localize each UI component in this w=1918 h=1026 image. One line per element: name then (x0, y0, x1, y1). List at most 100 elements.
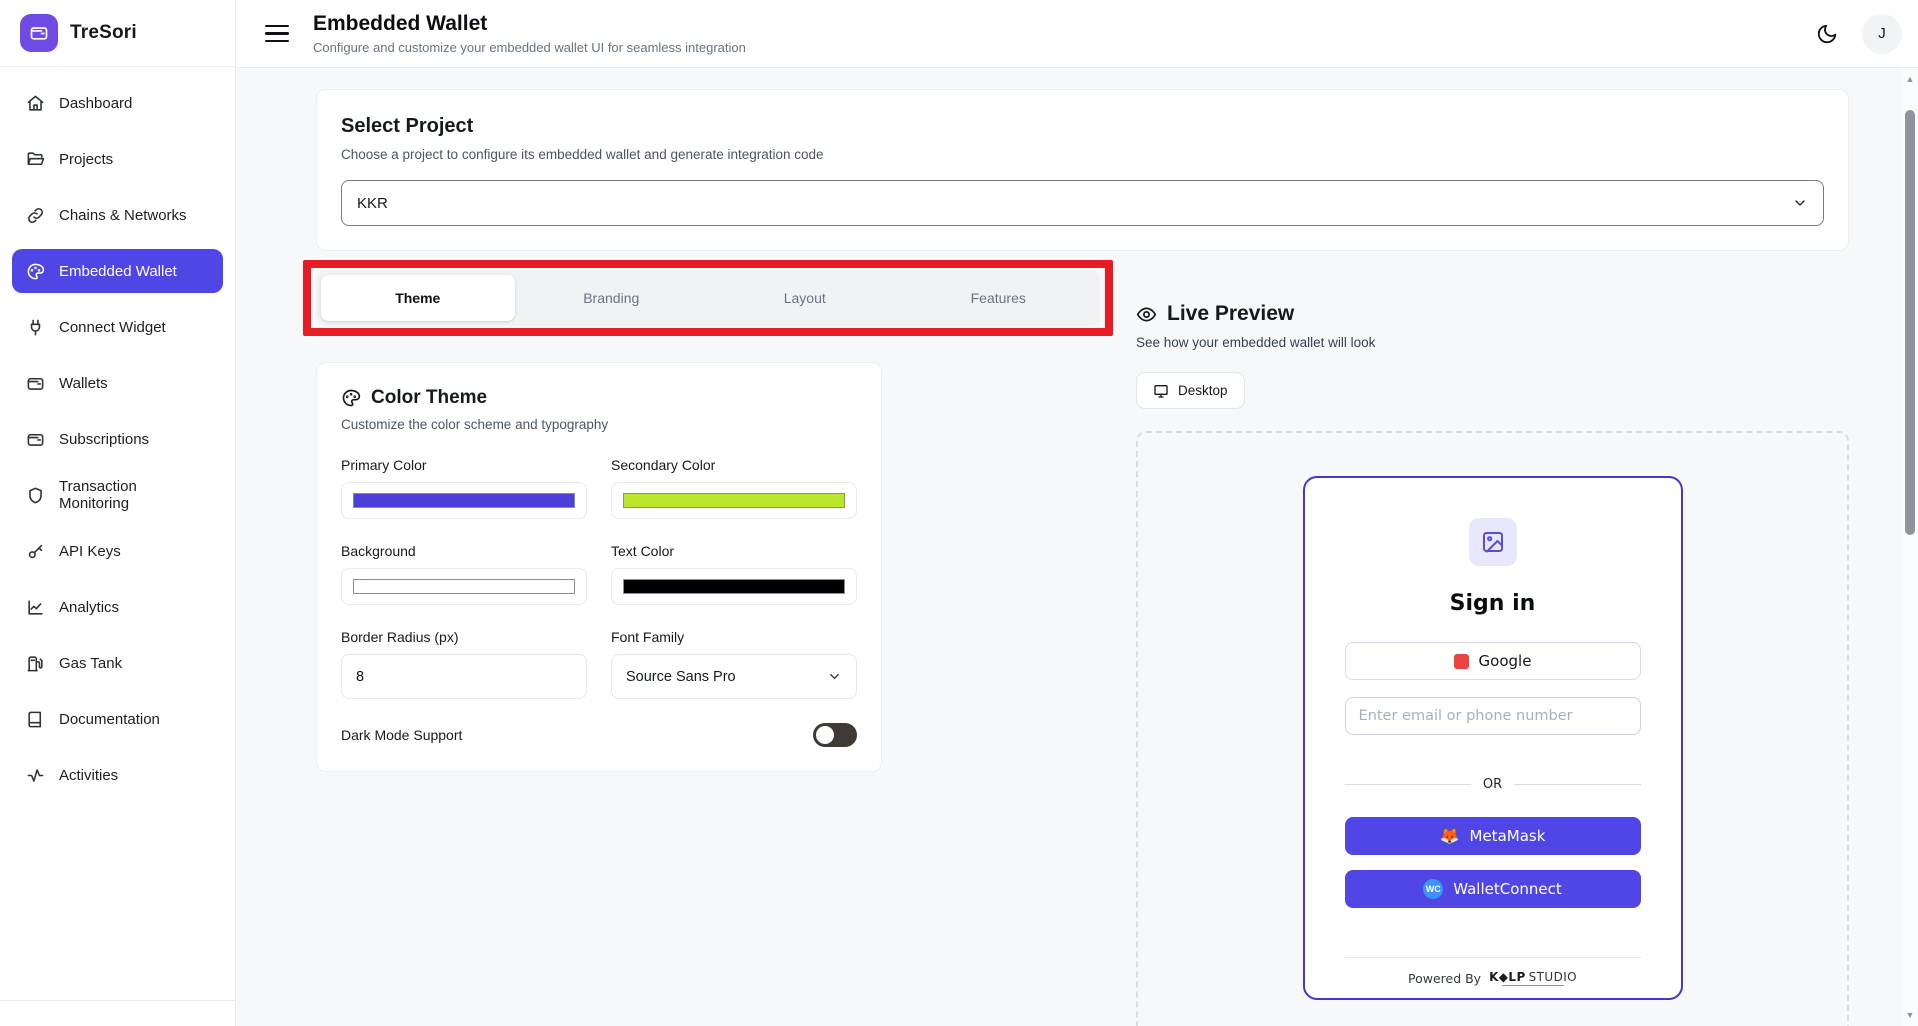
vertical-scrollbar: ▲ ▼ (1902, 68, 1918, 1026)
menu-icon[interactable] (265, 24, 289, 43)
divider-line (1344, 784, 1471, 785)
sidebar-item-label: Documentation (59, 710, 160, 728)
live-preview-title: Live Preview (1167, 302, 1295, 325)
secondary-color-picker[interactable] (611, 482, 857, 519)
tab-layout[interactable]: Layout (708, 275, 902, 321)
config-tabbar: Theme Branding Layout Features (316, 270, 1100, 326)
tab-theme[interactable]: Theme (321, 275, 515, 321)
tabbar-wrap: Theme Branding Layout Features (303, 260, 1113, 336)
divider-line (1514, 784, 1641, 785)
text-color-picker[interactable] (611, 568, 857, 605)
scrollbar-thumb[interactable] (1905, 110, 1915, 535)
sidebar-item-gas-tank[interactable]: Gas Tank (12, 641, 223, 685)
desktop-device-button[interactable]: Desktop (1136, 372, 1245, 409)
secondary-color-swatch (623, 493, 845, 508)
primary-color-label: Primary Color (341, 457, 427, 473)
monitor-icon (1154, 384, 1168, 398)
wallet-logo-icon (20, 14, 58, 52)
sidebar-item-label: Embedded Wallet (59, 262, 177, 280)
palette-icon (342, 389, 361, 407)
page-title-block: Embedded Wallet Configure and customize … (313, 12, 746, 55)
color-theme-title: Color Theme (371, 387, 488, 408)
border-radius-field: Border Radius (px) (341, 629, 587, 699)
theme-fields: Primary Color Secondary Color (341, 457, 857, 699)
text-color-label: Text Color (611, 543, 675, 559)
dark-mode-row: Dark Mode Support (341, 723, 857, 747)
border-radius-input[interactable] (341, 654, 587, 699)
activity-icon (27, 768, 44, 782)
scrollbar-down-arrow[interactable]: ▼ (1905, 1010, 1915, 1020)
sidebar-item-wallets[interactable]: Wallets (12, 361, 223, 405)
sidebar-item-chains-networks[interactable]: Chains & Networks (12, 193, 223, 237)
signin-heading: Sign in (1449, 591, 1536, 616)
dark-mode-toggle[interactable] (813, 723, 857, 747)
chart-icon (28, 599, 43, 615)
sidebar-item-subscriptions[interactable]: Subscriptions (12, 417, 223, 461)
sidebar-item-transaction-monitoring[interactable]: Transaction Monitoring (12, 473, 223, 517)
config-column: Theme Branding Layout Features Color The… (303, 260, 1113, 1026)
wallet-icon (27, 377, 44, 390)
walletconnect-button[interactable]: WC WalletConnect (1344, 870, 1641, 908)
sidebar-item-embedded-wallet[interactable]: Embedded Wallet (12, 249, 223, 293)
scrollbar-up-arrow[interactable]: ▲ (1905, 74, 1915, 84)
shield-icon (29, 487, 42, 503)
sidebar-item-label: Activities (59, 766, 119, 784)
select-project-title: Select Project (341, 115, 474, 137)
sidebar-item-label: Chains & Networks (59, 206, 187, 224)
toggle-knob (816, 726, 834, 744)
sidebar-item-activities[interactable]: Activities (12, 753, 223, 797)
google-icon (1453, 653, 1469, 669)
tab-branding[interactable]: Branding (515, 275, 709, 321)
sidebar-item-projects[interactable]: Projects (12, 137, 223, 181)
sidebar-item-connect-widget[interactable]: Connect Widget (12, 305, 223, 349)
google-label: Google (1478, 652, 1532, 670)
brand-logo-row: TreSori (0, 0, 235, 67)
text-color-swatch (623, 579, 845, 594)
sidebar-item-label: API Keys (59, 542, 121, 560)
primary-color-swatch (353, 493, 575, 508)
kalp-logo-underline (1502, 985, 1565, 986)
topbar: Embedded Wallet Configure and customize … (236, 0, 1918, 68)
primary-color-picker[interactable] (341, 482, 587, 519)
fuel-icon (27, 655, 43, 671)
sidebar-item-label: Subscriptions (59, 430, 150, 448)
sidebar-item-analytics[interactable]: Analytics (12, 585, 223, 629)
columns: Theme Branding Layout Features Color The… (303, 260, 1849, 1026)
or-label: OR (1482, 777, 1503, 792)
tab-features[interactable]: Features (902, 275, 1096, 321)
font-family-dropdown[interactable]: Source Sans Pro (611, 654, 857, 699)
desktop-device-label: Desktop (1178, 383, 1228, 398)
powered-by-divider (1344, 957, 1641, 958)
link-icon (27, 207, 44, 223)
select-project-description: Choose a project to configure its embedd… (341, 147, 824, 162)
background-color-picker[interactable] (341, 568, 587, 605)
color-theme-header: Color Theme (341, 387, 857, 409)
palette-icon (27, 263, 45, 279)
google-signin-button[interactable]: Google (1344, 642, 1641, 680)
sidebar-item-label: Gas Tank (59, 654, 123, 672)
sidebar: TreSori Dashboard Projects Chains & Netw… (0, 0, 236, 1026)
project-select-dropdown[interactable]: KKR (341, 180, 1824, 226)
moon-icon[interactable] (1816, 23, 1838, 45)
secondary-color-field: Secondary Color (611, 457, 857, 519)
sidebar-item-api-keys[interactable]: API Keys (12, 529, 223, 573)
metamask-label: MetaMask (1469, 827, 1546, 845)
background-color-field: Background (341, 543, 587, 605)
sidebar-item-label: Projects (59, 150, 114, 168)
powered-by-row: Powered By K◆LP STUDIO (1345, 971, 1641, 986)
avatar[interactable]: J (1862, 13, 1902, 54)
email-phone-input[interactable] (1344, 697, 1641, 735)
book-icon (28, 711, 42, 727)
text-color-field: Text Color (611, 543, 857, 605)
sidebar-footer (0, 1000, 235, 1026)
font-family-value: Source Sans Pro (626, 668, 736, 685)
dark-mode-label: Dark Mode Support (341, 727, 463, 743)
font-family-label: Font Family (611, 629, 685, 645)
sidebar-item-dashboard[interactable]: Dashboard (12, 81, 223, 125)
metamask-button[interactable]: 🦊 MetaMask (1344, 817, 1641, 855)
font-family-field: Font Family Source Sans Pro (611, 629, 857, 699)
sidebar-item-documentation[interactable]: Documentation (12, 697, 223, 741)
color-theme-card: Color Theme Customize the color scheme a… (316, 362, 882, 772)
border-radius-label: Border Radius (px) (341, 629, 459, 645)
